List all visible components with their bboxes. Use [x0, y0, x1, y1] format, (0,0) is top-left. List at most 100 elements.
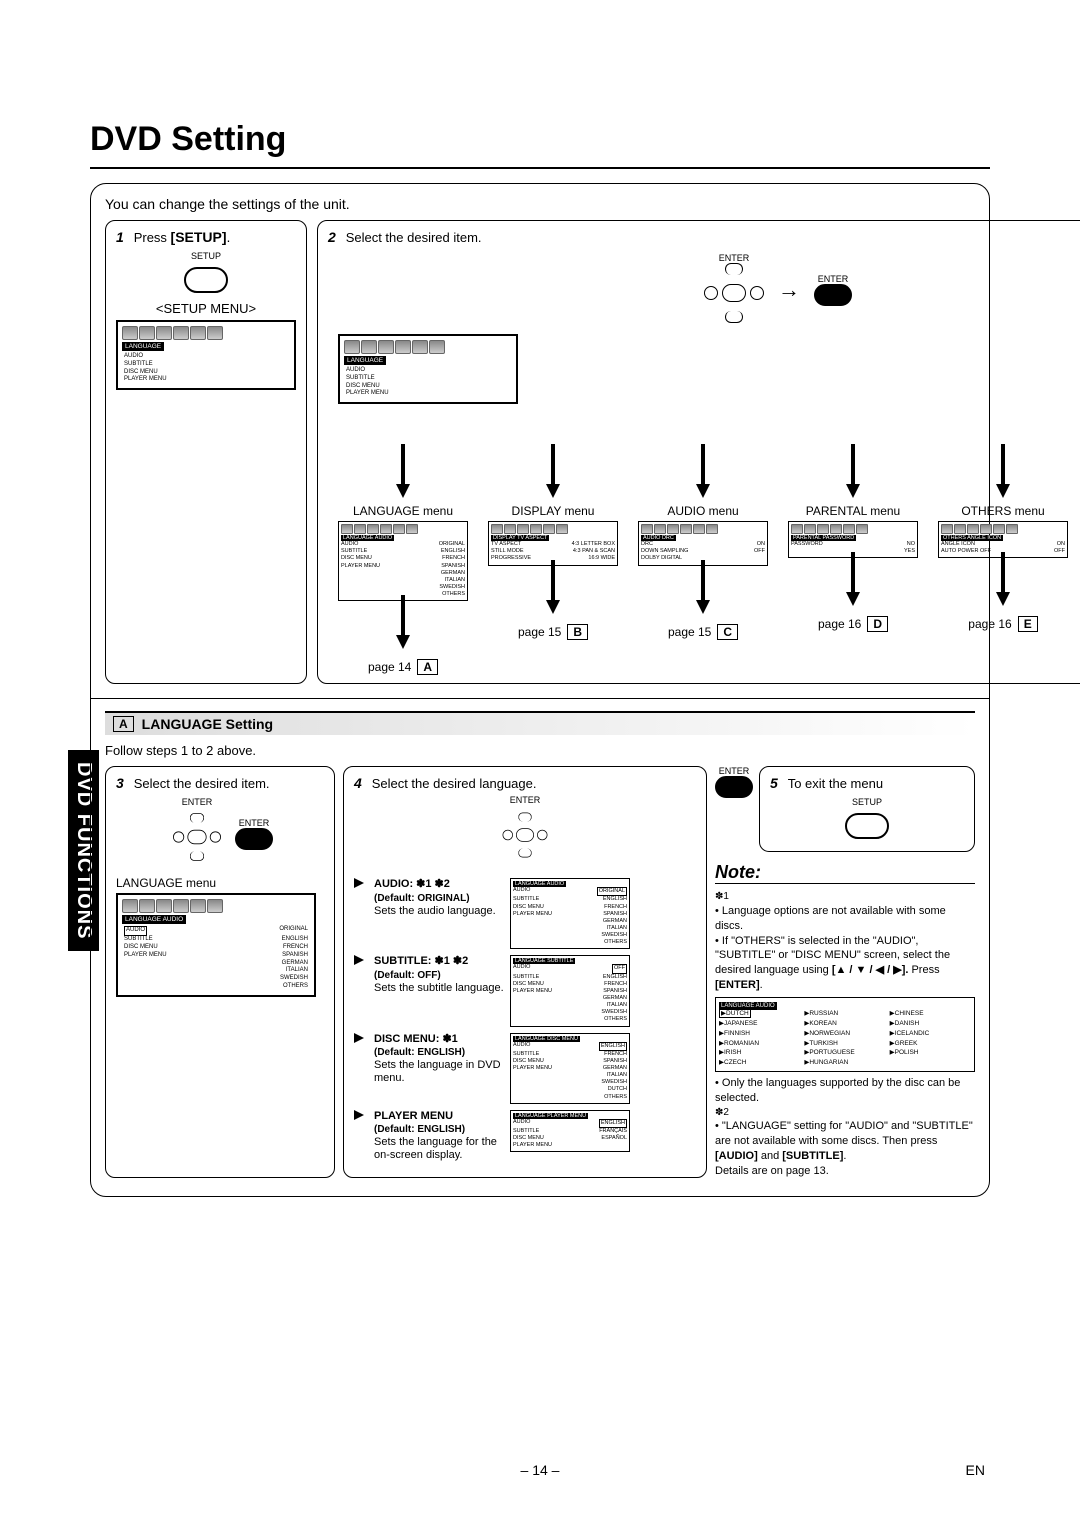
s3-dpad-icon — [173, 813, 221, 861]
enter-label-1: ENTER — [704, 253, 764, 263]
setup-menu-hdr: LANGUAGE — [122, 342, 164, 351]
note-b3: • Only the languages supported by the di… — [715, 1076, 975, 1106]
step-5-text: To exit the menu — [788, 776, 883, 791]
step-4-num: 4 — [354, 775, 362, 791]
lang-grid-cell: ▶ICELANDIC — [890, 1030, 971, 1039]
lower-row: 3 Select the desired item. ENTER ENTER L… — [105, 766, 975, 1178]
lang-grid-cell: ▶POLISH — [890, 1049, 971, 1058]
step-1-box: 1 Press [SETUP]. SETUP <SETUP MENU> LANG… — [105, 220, 307, 684]
step-4-box: 4 Select the desired language. ENTER AUD… — [343, 766, 707, 1178]
lang-grid-cell: ▶TURKISH — [804, 1040, 885, 1049]
menu-row: DISC MENU — [122, 369, 290, 377]
note-b4a: • "LANGUAGE" setting for "AUDIO" and "SU… — [715, 1120, 973, 1147]
setting-block: DISC MENU: ✽1(Default: ENGLISH)Sets the … — [354, 1033, 696, 1104]
lang-grid: ▶DUTCH▶RUSSIAN▶CHINESE▶JAPANESE▶KOREAN▶D… — [719, 1010, 971, 1068]
menu-row: DISC MENUFRENCH — [122, 944, 310, 952]
submenu-col: LANGUAGE menu LANGUAGE AUDIO AUDIOORIGIN… — [328, 444, 478, 675]
step-5-box: 5 To exit the menu SETUP — [759, 766, 975, 852]
submenu-col: AUDIO menu AUDIO DRC DRCONDOWN SAMPLINGO… — [628, 444, 778, 675]
page-title: DVD Setting — [90, 120, 990, 159]
step2-menu-hdr: LANGUAGE — [344, 356, 386, 365]
lang-grid-cell: ▶ROMANIAN — [719, 1040, 800, 1049]
step-5-num: 5 — [770, 775, 778, 791]
section-a-title: LANGUAGE Setting — [142, 716, 273, 732]
s3-menu-hdr: LANGUAGE AUDIO — [122, 915, 186, 924]
section-a-header: A LANGUAGE Setting — [105, 711, 975, 735]
dpad-icon — [704, 263, 764, 323]
page-number: – 14 – — [0, 1462, 1080, 1478]
lang-grid-cell: ▶FINNISH — [719, 1030, 800, 1039]
step-3-num: 3 — [116, 775, 124, 791]
lang-grid-cell: ▶DUTCH — [719, 1010, 800, 1019]
setting-block: PLAYER MENU(Default: ENGLISH)Sets the la… — [354, 1110, 696, 1163]
s3-menu-screen: LANGUAGE AUDIO AUDIOORIGINALSUBTITLEENGL… — [116, 893, 316, 996]
setting-block: AUDIO: ✽1 ✽2(Default: ORIGINAL)Sets the … — [354, 878, 696, 949]
lang-grid-cell: ▶JAPANESE — [719, 1020, 800, 1029]
menu-row: SWEDISH — [122, 975, 310, 983]
step-4-text: Select the desired language. — [372, 776, 537, 791]
enter-label-2: ENTER — [814, 274, 852, 284]
lang-grid-cell: ▶IRISH — [719, 1049, 800, 1058]
note-body: ✽1 • Language options are not available … — [715, 890, 975, 1178]
s5-setup-label: SETUP — [770, 797, 964, 807]
steps-row-top: 1 Press [SETUP]. SETUP <SETUP MENU> LANG… — [105, 220, 975, 684]
menu-row: SUBTITLE — [122, 361, 290, 369]
setup-btn-label: SETUP — [116, 251, 296, 261]
note-b4e: . — [843, 1150, 846, 1162]
menu-row: OTHERS — [122, 983, 310, 991]
menu-row: GERMAN — [122, 960, 310, 968]
lang-grid-cell: ▶DANISH — [890, 1020, 971, 1029]
menu-row: AUDIOORIGINAL — [122, 926, 310, 936]
submenu-row: LANGUAGE menu LANGUAGE AUDIO AUDIOORIGIN… — [328, 444, 1080, 675]
step-3-text: Select the desired item. — [134, 776, 270, 791]
submenu-col: DISPLAY menu DISPLAY TV ASPECT TV ASPECT… — [478, 444, 628, 675]
step-1-num: 1 — [116, 229, 124, 245]
menu-row: AUDIO — [122, 353, 290, 361]
note-b4c: and — [758, 1150, 782, 1162]
setup-button-icon — [184, 267, 228, 293]
arrow-right-icon: → — [778, 277, 800, 303]
submenu-col: PARENTAL menu PARENTAL PASSWORD PASSWORD… — [778, 444, 928, 675]
setting-block: SUBTITLE: ✽1 ✽2(Default: OFF)Sets the su… — [354, 955, 696, 1026]
menu-row: SUBTITLEENGLISH — [122, 936, 310, 944]
step-1-text: Press — [134, 230, 171, 245]
title-divider — [90, 167, 990, 169]
note-b2c: Press — [911, 964, 939, 976]
s3-enter-label: ENTER — [167, 797, 227, 807]
section-a-letter: A — [113, 716, 134, 732]
lang-grid-cell: ▶CHINESE — [890, 1010, 971, 1019]
footer-lang: EN — [966, 1462, 985, 1478]
lang-grid-cell: ▶GREEK — [890, 1040, 971, 1049]
settings-column: AUDIO: ✽1 ✽2(Default: ORIGINAL)Sets the … — [354, 878, 696, 1162]
s3-enter-label-2: ENTER — [235, 818, 273, 828]
step-2-num: 2 — [328, 229, 336, 245]
lang-grid-cell: ▶CZECH — [719, 1059, 800, 1068]
follow-steps-text: Follow steps 1 to 2 above. — [105, 743, 975, 758]
setup-menu-caption: <SETUP MENU> — [116, 301, 296, 316]
menu-row: DISC MENU — [344, 383, 512, 391]
menu-row: PLAYER MENU — [344, 390, 512, 398]
note-lang-grid-box: LANGUAGE AUDIO ▶DUTCH▶RUSSIAN▶CHINESE▶JA… — [715, 997, 975, 1072]
section-divider — [91, 698, 989, 699]
lang-grid-cell: ▶HUNGARIAN — [804, 1059, 885, 1068]
right-column: ENTER 5 To exit the menu SETUP Note: ✽1 … — [715, 766, 975, 1178]
note-b4b: [AUDIO] — [715, 1150, 758, 1162]
step-3-box: 3 Select the desired item. ENTER ENTER L… — [105, 766, 335, 1178]
submenu-col: OTHERS menu OTHERS ANGLE ICON ANGLE ICON… — [928, 444, 1078, 675]
menu-row: PLAYER MENU — [122, 376, 290, 384]
s4-dpad-icon — [503, 813, 548, 858]
note-b4d: [SUBTITLE] — [782, 1150, 843, 1162]
note-ast1: ✽1 — [715, 890, 975, 904]
s3-enter-icon — [235, 828, 273, 850]
lang-grid-cell: ▶NORWEGIAN — [804, 1030, 885, 1039]
note-b2b: [▲ / ▼ / ◀ / ▶]. — [832, 964, 912, 976]
s5-setup-icon — [845, 813, 889, 839]
menu-row: SUBTITLE — [344, 375, 512, 383]
lang-grid-cell: ▶KOREAN — [804, 1020, 885, 1029]
menu-row: PLAYER MENUSPANISH — [122, 952, 310, 960]
setup-menu-screen: LANGUAGE AUDIOSUBTITLEDISC MENUPLAYER ME… — [116, 320, 296, 390]
main-content-box: You can change the settings of the unit.… — [90, 183, 990, 1197]
step-2-text: Select the desired item. — [346, 230, 482, 245]
enter-button-icon — [814, 284, 852, 306]
menu-row: AUDIO — [344, 367, 512, 375]
